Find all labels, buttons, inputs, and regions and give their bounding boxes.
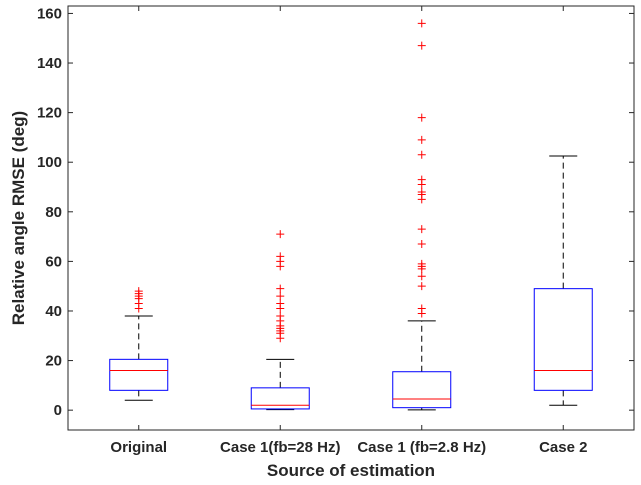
outlier-point [417, 113, 426, 122]
plot-area [67, 5, 635, 431]
outlier-point [417, 175, 426, 184]
outlier-point [417, 19, 426, 28]
outlier-point [276, 284, 285, 293]
x-tick-label: Case 1(fb=28 Hz) [220, 439, 340, 456]
iqr-box [250, 387, 310, 410]
outlier-point [276, 292, 285, 301]
x-axis-ticks: Original Case 1(fb=28 Hz) Case 1 (fb=2.8 H… [110, 6, 587, 456]
box-group [109, 287, 169, 401]
x-axis-title: Source of estimation [267, 461, 435, 480]
box-group [533, 155, 593, 406]
y-tick-label: 140 [37, 55, 62, 72]
iqr-box [392, 371, 452, 409]
outlier-point [417, 225, 426, 234]
outlier-point [276, 299, 285, 308]
box-group [250, 230, 310, 411]
outlier-point [417, 272, 426, 281]
y-tick-label: 40 [45, 303, 62, 320]
outlier-point [134, 287, 143, 296]
y-axis-title: Relative angle RMSE (deg) [9, 111, 28, 325]
outlier-point [417, 259, 426, 268]
outlier-point [417, 135, 426, 144]
x-tick-label: Case 1 (fb=2.8 Hz) [357, 439, 486, 456]
box-group [392, 19, 452, 411]
y-tick-label: 80 [45, 204, 62, 221]
box-series [109, 19, 593, 411]
x-tick-label: Case 2 [539, 439, 587, 456]
iqr-box [109, 358, 169, 391]
outlier-point [417, 240, 426, 249]
outlier-point [417, 282, 426, 291]
x-tick-label: Original [110, 439, 167, 456]
y-tick-label: 0 [54, 402, 62, 419]
outlier-point [276, 252, 285, 261]
outlier-point [417, 41, 426, 50]
outlier-point [417, 150, 426, 159]
outlier-point [417, 304, 426, 313]
y-axis-ticks: 0 20 40 60 80 100 120 140 160 [37, 5, 634, 419]
y-tick-label: 60 [45, 253, 62, 270]
y-tick-label: 100 [37, 154, 62, 171]
outlier-point [276, 230, 285, 239]
y-tick-label: 20 [45, 353, 62, 370]
iqr-box [533, 288, 593, 391]
y-tick-label: 120 [37, 105, 62, 122]
outlier-point [276, 311, 285, 320]
y-tick-label: 160 [37, 5, 62, 22]
outlier-point [417, 187, 426, 196]
